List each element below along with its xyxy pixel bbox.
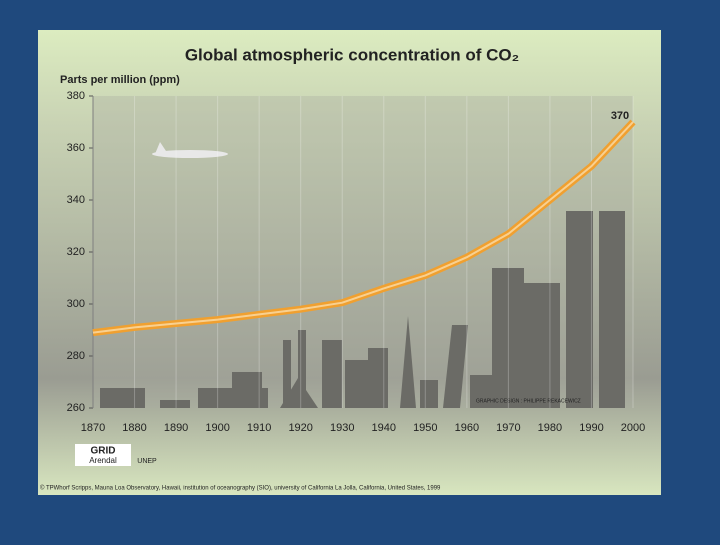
x-tick-label: 1970	[496, 422, 520, 434]
panel	[38, 30, 661, 495]
x-tick-label: 2000	[621, 422, 645, 434]
x-tick-label: 1930	[330, 422, 354, 434]
y-tick-label: 320	[67, 246, 85, 258]
grid-logo	[75, 444, 131, 466]
y-tick-label: 380	[67, 90, 85, 102]
logo-text: GRID	[91, 446, 116, 457]
chart-title: Global atmospheric concentration of CO₂	[185, 45, 519, 64]
x-tick-label: 1960	[455, 422, 479, 434]
x-tick-label: 1940	[372, 422, 396, 434]
x-tick-label: 1950	[413, 422, 437, 434]
skyline	[100, 211, 625, 408]
y-tick-label: 280	[67, 350, 85, 362]
x-tick-label: 1910	[247, 422, 271, 434]
logo-text: UNEP	[137, 458, 157, 465]
line-highlight	[92, 121, 634, 334]
y-tick-label: 300	[67, 298, 85, 310]
x-tick-label: 1890	[164, 422, 188, 434]
y-axis-label: Parts per million (ppm)	[60, 74, 180, 86]
x-tick-label: 1880	[122, 422, 146, 434]
x-tick-label: 1920	[288, 422, 312, 434]
x-tick-label: 1990	[579, 422, 603, 434]
logo-text: Arendal	[89, 456, 117, 465]
annotation: 370	[611, 110, 629, 122]
x-tick-label: 1980	[538, 422, 562, 434]
credit: GRAPHIC DESIGN : PHILIPPE REKACEWICZ	[476, 398, 581, 404]
x-tick-label: 1870	[81, 422, 105, 434]
y-tick-label: 260	[67, 402, 85, 414]
y-tick-label: 340	[67, 194, 85, 206]
airplane	[152, 142, 228, 158]
source: © TPWhorf Scripps, Mauna Loa Observatory…	[40, 485, 441, 492]
y-tick-label: 360	[67, 142, 85, 154]
x-tick-label: 1900	[205, 422, 229, 434]
